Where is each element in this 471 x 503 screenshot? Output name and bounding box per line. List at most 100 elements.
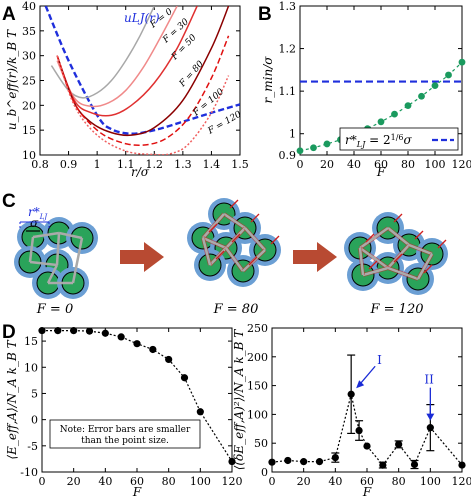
d2-point [395, 440, 403, 448]
d2-point [347, 390, 355, 398]
c0-bond [28, 236, 35, 263]
b-xtick-label: 80 [401, 158, 415, 171]
d2-point [363, 442, 371, 450]
d2-ylabel: ⟨(δE_eff,A)²⟩/N_A k_B T [232, 329, 246, 471]
c80-bond [202, 213, 225, 239]
d2-anno-head-2 [426, 413, 435, 421]
c0-bond [46, 264, 59, 284]
b-point [458, 58, 466, 66]
d1-xtick-label: 100 [190, 475, 211, 488]
c80-force-arrow [215, 250, 225, 260]
c120-bond [358, 247, 365, 276]
b-xlabel: F [376, 165, 386, 179]
c120-force-arrow [393, 253, 403, 263]
c80-bond [201, 237, 212, 266]
b-point [377, 118, 385, 126]
d2-point [426, 424, 434, 432]
b-ytick-label: 1.1 [279, 85, 297, 98]
b-ytick-label: 1 [289, 128, 296, 141]
c120-force-arrow [414, 230, 424, 240]
c120-bond [408, 243, 433, 256]
a-annotation-4: F = 100 [191, 87, 227, 119]
c120-bond [416, 253, 434, 280]
c120-force-arrow [393, 213, 403, 223]
d1-frame [41, 327, 233, 473]
d2-xtick-label: 20 [297, 475, 311, 488]
d1-point [196, 408, 204, 416]
d2-xtick-label: 120 [452, 475, 471, 488]
c-arrow-1 [120, 242, 164, 272]
b-ytick-label: 1.3 [279, 0, 297, 13]
a-xtick-label: 0.9 [60, 158, 78, 171]
d1-point [85, 327, 94, 335]
c120-bond [362, 266, 389, 277]
d1-point [54, 327, 62, 335]
d2-point [315, 458, 324, 466]
c-label-1: F = 80 [213, 302, 259, 317]
d2-point [355, 426, 363, 435]
d1-xtick-label: 80 [162, 475, 176, 488]
c-arrow-2 [293, 242, 337, 272]
d1-xtick-label: 0 [39, 475, 46, 488]
d1-point [228, 457, 236, 466]
c80-force-arrow [250, 213, 260, 223]
d1-point [117, 333, 125, 341]
a-ytick-label: 10 [22, 149, 36, 162]
c120-force-arrow [365, 233, 375, 243]
d1-point [149, 345, 157, 354]
panel-label-d: D [2, 322, 16, 343]
c80-bond [244, 227, 266, 251]
d1-ytick-label: -10 [20, 466, 38, 479]
d1-ytick-label: -5 [27, 440, 38, 453]
b-xtick-label: 40 [347, 158, 361, 171]
a-series-6 [56, 55, 230, 155]
a-xtick-label: 1.3 [174, 158, 192, 171]
c120-force-arrow [423, 264, 433, 274]
c0-bond [32, 231, 60, 239]
c80-bond [224, 247, 245, 272]
d2-point [331, 454, 339, 462]
b-xtick-label: 60 [374, 158, 388, 171]
d2-ytick-label: 150 [247, 380, 268, 393]
b-point [323, 140, 331, 148]
d2-xtick-label: 80 [392, 475, 406, 488]
a-series-0 [44, 6, 240, 135]
d1-point [38, 327, 46, 335]
b-xtick-label: 120 [452, 158, 471, 171]
c0-bond [55, 232, 61, 266]
a-xtick-label: 1 [94, 158, 101, 171]
c80-force-arrow [208, 223, 218, 233]
a-xlabel: r/σ [131, 165, 150, 179]
chart-d-energy: 0 20 40 60 80 100 120 -10 -5 0 5 10 15 Note: Error ba… [5, 327, 243, 499]
d2-ytick-label: 200 [247, 351, 268, 364]
d1-xtick-label: 60 [130, 475, 144, 488]
a-ylabel: u_b^eff(r)/k_B T [5, 29, 19, 130]
c120-force-arrow [368, 260, 378, 270]
d1-ytick-label: 0 [31, 414, 38, 427]
b-ytick-label: 1.2 [279, 43, 297, 56]
a-ytick-label: 40 [22, 0, 36, 13]
d1-ylabel: ⟨E_eff,A⟩/N_A k_B T [5, 339, 19, 459]
b-legend-label: r*LJ = 21/6σ [345, 133, 412, 149]
c-label-0: F = 0 [36, 302, 73, 317]
c80-force-arrow [229, 199, 239, 209]
d2-point [268, 458, 276, 466]
c-sigma-label: σ [30, 216, 39, 230]
d2-xtick-label: 0 [269, 475, 276, 488]
d1-point [70, 327, 78, 335]
d2-point [300, 458, 308, 466]
a-legend-ulj: uLJ(r) [124, 11, 160, 25]
d2-point [458, 461, 466, 469]
d2-ytick-label: 100 [247, 408, 268, 421]
d2-ytick-label: 250 [247, 322, 268, 335]
c120-bond [359, 226, 389, 250]
a-xtick-label: 1.1 [117, 158, 135, 171]
b-ylabel: r_min/σ [261, 56, 275, 104]
a-ytick-label: 25 [22, 75, 36, 88]
b-point [296, 147, 304, 155]
d1-ytick-label: 15 [24, 335, 38, 348]
chart-d-variance: 0 20 40 60 80 100 120050100150200250IIIF⟨(δE_e… [232, 322, 471, 499]
a-ytick-label: 30 [22, 50, 36, 63]
d1-point [180, 374, 189, 382]
